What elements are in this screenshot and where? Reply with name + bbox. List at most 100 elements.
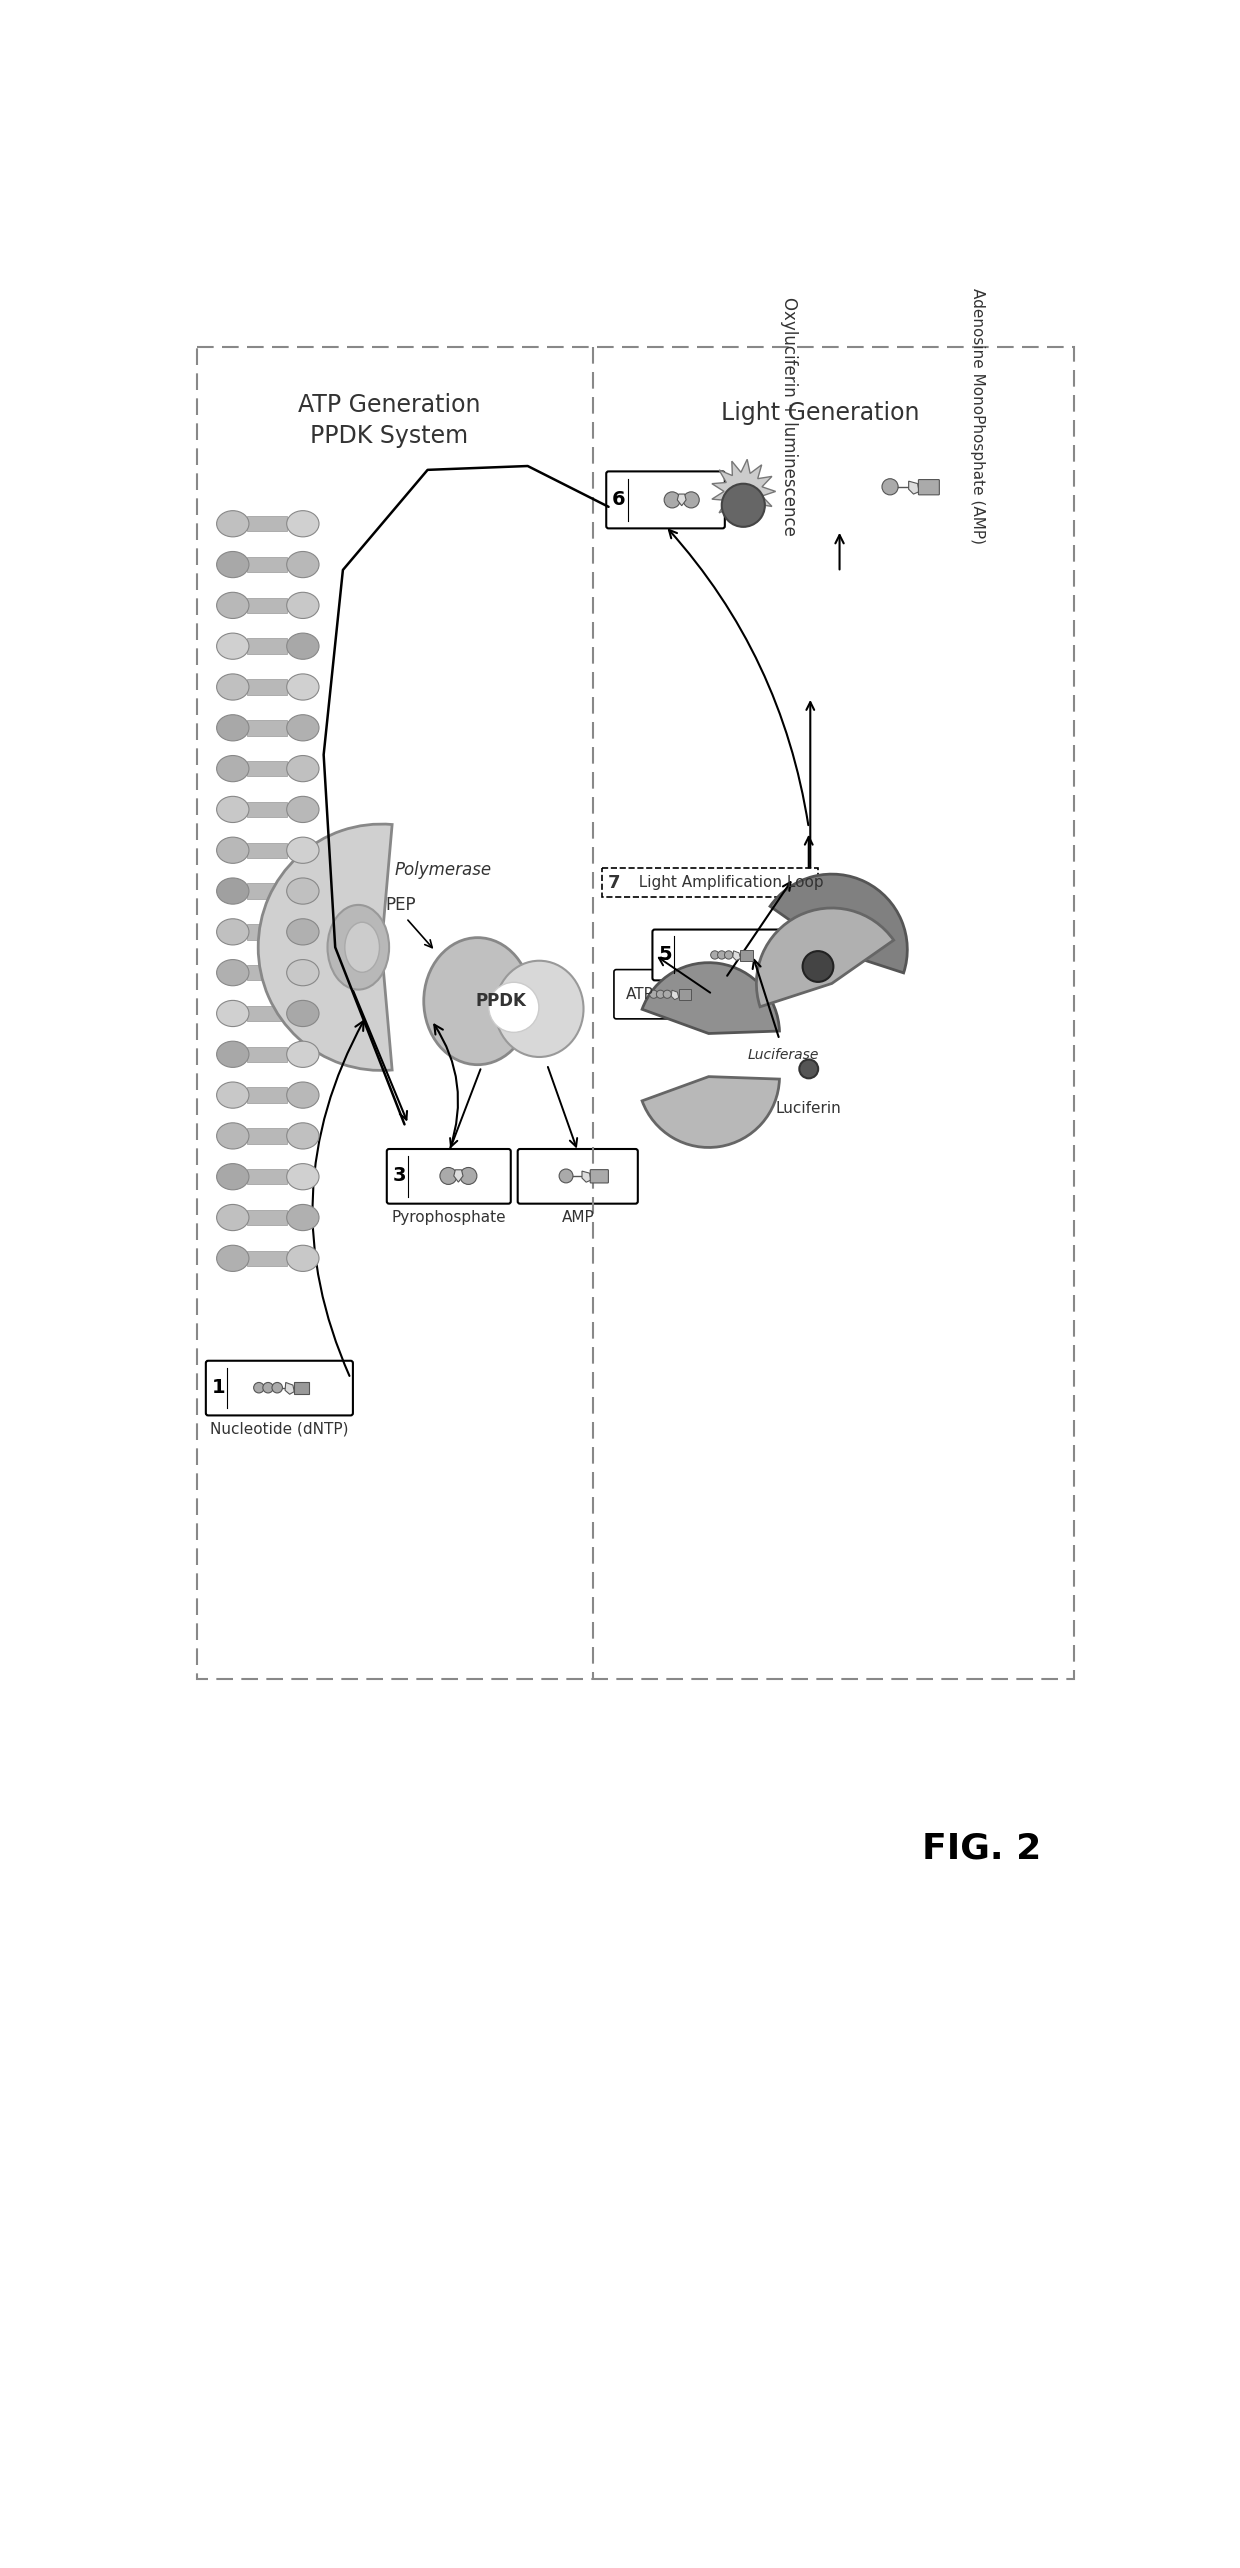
Circle shape (254, 1382, 264, 1392)
Text: Luciferase: Luciferase (748, 1048, 818, 1063)
Text: ATP Generation
PPDK System: ATP Generation PPDK System (298, 393, 480, 449)
Ellipse shape (217, 511, 249, 537)
FancyBboxPatch shape (614, 971, 714, 1019)
Ellipse shape (286, 837, 319, 863)
Ellipse shape (286, 1040, 319, 1068)
Ellipse shape (217, 552, 249, 578)
Ellipse shape (217, 960, 249, 986)
Text: Light Generation: Light Generation (720, 401, 920, 424)
Bar (248, 557, 288, 573)
Wedge shape (642, 963, 780, 1032)
Text: Oxyluciferin + luminescence: Oxyluciferin + luminescence (780, 295, 799, 534)
Circle shape (656, 991, 665, 999)
Wedge shape (258, 824, 392, 1071)
Text: Polymerase: Polymerase (394, 860, 491, 878)
Ellipse shape (495, 960, 584, 1058)
Circle shape (559, 1168, 573, 1184)
Ellipse shape (217, 1040, 249, 1068)
Bar (248, 639, 288, 655)
FancyBboxPatch shape (919, 480, 940, 496)
FancyBboxPatch shape (294, 1382, 309, 1394)
Bar (248, 924, 288, 940)
Circle shape (460, 1168, 477, 1184)
Circle shape (440, 1168, 456, 1184)
Ellipse shape (286, 593, 319, 619)
Bar (248, 1086, 288, 1102)
Text: PEP: PEP (386, 896, 415, 914)
Bar (248, 1048, 288, 1063)
Circle shape (272, 1382, 283, 1392)
Ellipse shape (286, 552, 319, 578)
Bar (248, 801, 288, 817)
Text: Luciferin: Luciferin (776, 1102, 842, 1117)
Text: Adenosine MonoPhosphate (AMP): Adenosine MonoPhosphate (AMP) (971, 288, 986, 544)
FancyBboxPatch shape (206, 1361, 353, 1415)
FancyBboxPatch shape (590, 1168, 609, 1184)
Ellipse shape (424, 937, 532, 1066)
Bar (248, 1210, 288, 1225)
Ellipse shape (286, 878, 319, 904)
Polygon shape (454, 1171, 463, 1181)
Ellipse shape (286, 960, 319, 986)
Ellipse shape (286, 634, 319, 660)
FancyBboxPatch shape (678, 989, 691, 999)
Bar (248, 966, 288, 981)
Ellipse shape (217, 755, 249, 781)
FancyBboxPatch shape (652, 930, 800, 981)
Ellipse shape (217, 837, 249, 863)
Text: PPDK: PPDK (475, 991, 526, 1009)
Text: 1: 1 (211, 1379, 224, 1397)
Bar (248, 842, 288, 858)
Text: 6: 6 (611, 490, 625, 508)
Text: AMP: AMP (562, 1210, 594, 1225)
Circle shape (663, 991, 671, 999)
Bar (248, 1007, 288, 1022)
Bar (248, 1251, 288, 1266)
Ellipse shape (286, 511, 319, 537)
Wedge shape (642, 1076, 780, 1148)
Ellipse shape (217, 593, 249, 619)
Ellipse shape (327, 904, 389, 989)
Ellipse shape (217, 1122, 249, 1148)
Circle shape (263, 1382, 273, 1392)
Ellipse shape (217, 634, 249, 660)
Ellipse shape (286, 673, 319, 701)
Ellipse shape (286, 1163, 319, 1189)
Ellipse shape (286, 1002, 319, 1027)
Bar (248, 516, 288, 532)
Polygon shape (733, 950, 740, 960)
Wedge shape (770, 873, 908, 973)
Ellipse shape (217, 796, 249, 822)
Polygon shape (671, 991, 678, 999)
Circle shape (718, 950, 725, 958)
Ellipse shape (286, 796, 319, 822)
Ellipse shape (217, 673, 249, 701)
Text: 3: 3 (392, 1166, 405, 1186)
Polygon shape (285, 1382, 294, 1394)
Ellipse shape (286, 1204, 319, 1230)
Polygon shape (677, 493, 686, 506)
Ellipse shape (286, 919, 319, 945)
Circle shape (683, 493, 699, 508)
Circle shape (882, 478, 898, 496)
FancyBboxPatch shape (740, 950, 753, 960)
Polygon shape (582, 1171, 591, 1181)
Ellipse shape (217, 919, 249, 945)
Circle shape (650, 991, 657, 999)
FancyBboxPatch shape (606, 473, 725, 529)
Text: FIG. 2: FIG. 2 (923, 1831, 1042, 1864)
Ellipse shape (286, 1081, 319, 1109)
Circle shape (800, 1061, 818, 1079)
Ellipse shape (286, 755, 319, 781)
Text: Light Amplification Loop: Light Amplification Loop (630, 876, 823, 891)
Ellipse shape (802, 950, 833, 981)
Wedge shape (756, 909, 894, 1007)
Bar (248, 883, 288, 899)
Ellipse shape (217, 1081, 249, 1109)
Bar (248, 598, 288, 614)
Polygon shape (909, 480, 919, 493)
Ellipse shape (286, 1245, 319, 1271)
Circle shape (665, 493, 681, 508)
Polygon shape (712, 460, 776, 524)
Bar (248, 719, 288, 734)
